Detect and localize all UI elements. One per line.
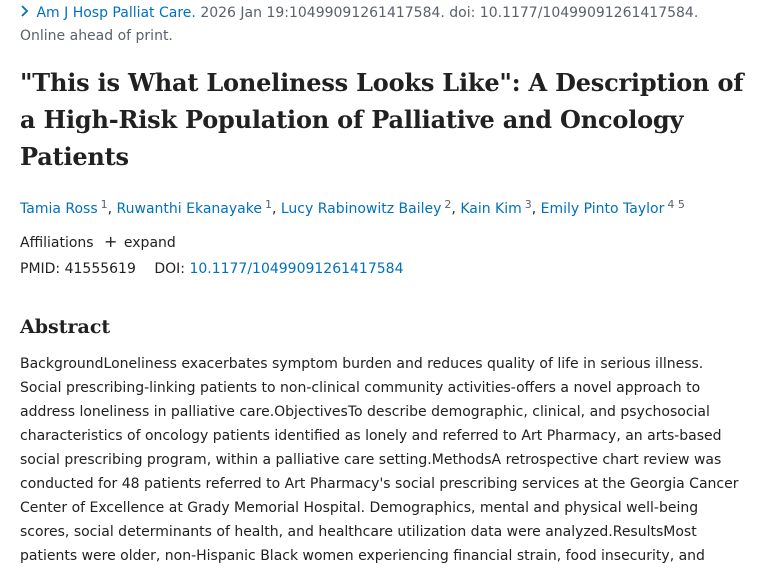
article-title: "This is What Loneliness Looks Like": A … [20, 68, 744, 171]
pmid-value: 41555619 [64, 261, 136, 277]
identifiers: PMID: 41555619 DOI: 10.1177/104990912614… [20, 257, 403, 281]
author-link[interactable]: Tamia Ross [20, 201, 98, 217]
doi-label: DOI: [154, 261, 185, 277]
author-affiliation-number[interactable]: 4 5 [667, 198, 685, 211]
author-affiliation-number[interactable]: 2 [444, 198, 452, 211]
abstract-heading: Abstract [20, 316, 111, 338]
expand-affiliations-button[interactable]: + expand [104, 232, 176, 251]
author-affiliation-number[interactable]: 1 [100, 198, 108, 211]
affiliations-label: Affiliations [20, 235, 94, 251]
chevron-right-icon[interactable] [20, 2, 32, 25]
plus-icon: + [104, 232, 118, 251]
doi-link[interactable]: 10.1177/10499091261417584 [189, 261, 404, 277]
publication-status: Online ahead of print. [20, 28, 173, 44]
author-affiliation-number[interactable]: 1 [264, 198, 272, 211]
author-affiliation-number[interactable]: 3 [524, 198, 532, 211]
author-link[interactable]: Ruwanthi Ekanayake [116, 201, 262, 217]
author-link[interactable]: Lucy Rabinowitz Bailey [280, 201, 442, 217]
pmid-label: PMID: [20, 261, 61, 277]
author-link[interactable]: Kain Kim [460, 201, 522, 217]
journal-link[interactable]: Am J Hosp Palliat Care. [36, 5, 196, 21]
abstract-text: BackgroundLoneliness exacerbates symptom… [20, 356, 739, 564]
expand-label: expand [123, 235, 176, 251]
citation-details: 2026 Jan 19:10499091261417584. doi: 10.1… [200, 5, 699, 21]
affiliations-row: Affiliations + expand [20, 230, 176, 255]
author-list: Tamia Ross 1, Ruwanthi Ekanayake 1, Lucy R… [20, 198, 685, 217]
citation: Am J Hosp Palliat Care. 2026 Jan 19:1049… [20, 2, 750, 48]
author-link[interactable]: Emily Pinto Taylor [540, 201, 665, 217]
